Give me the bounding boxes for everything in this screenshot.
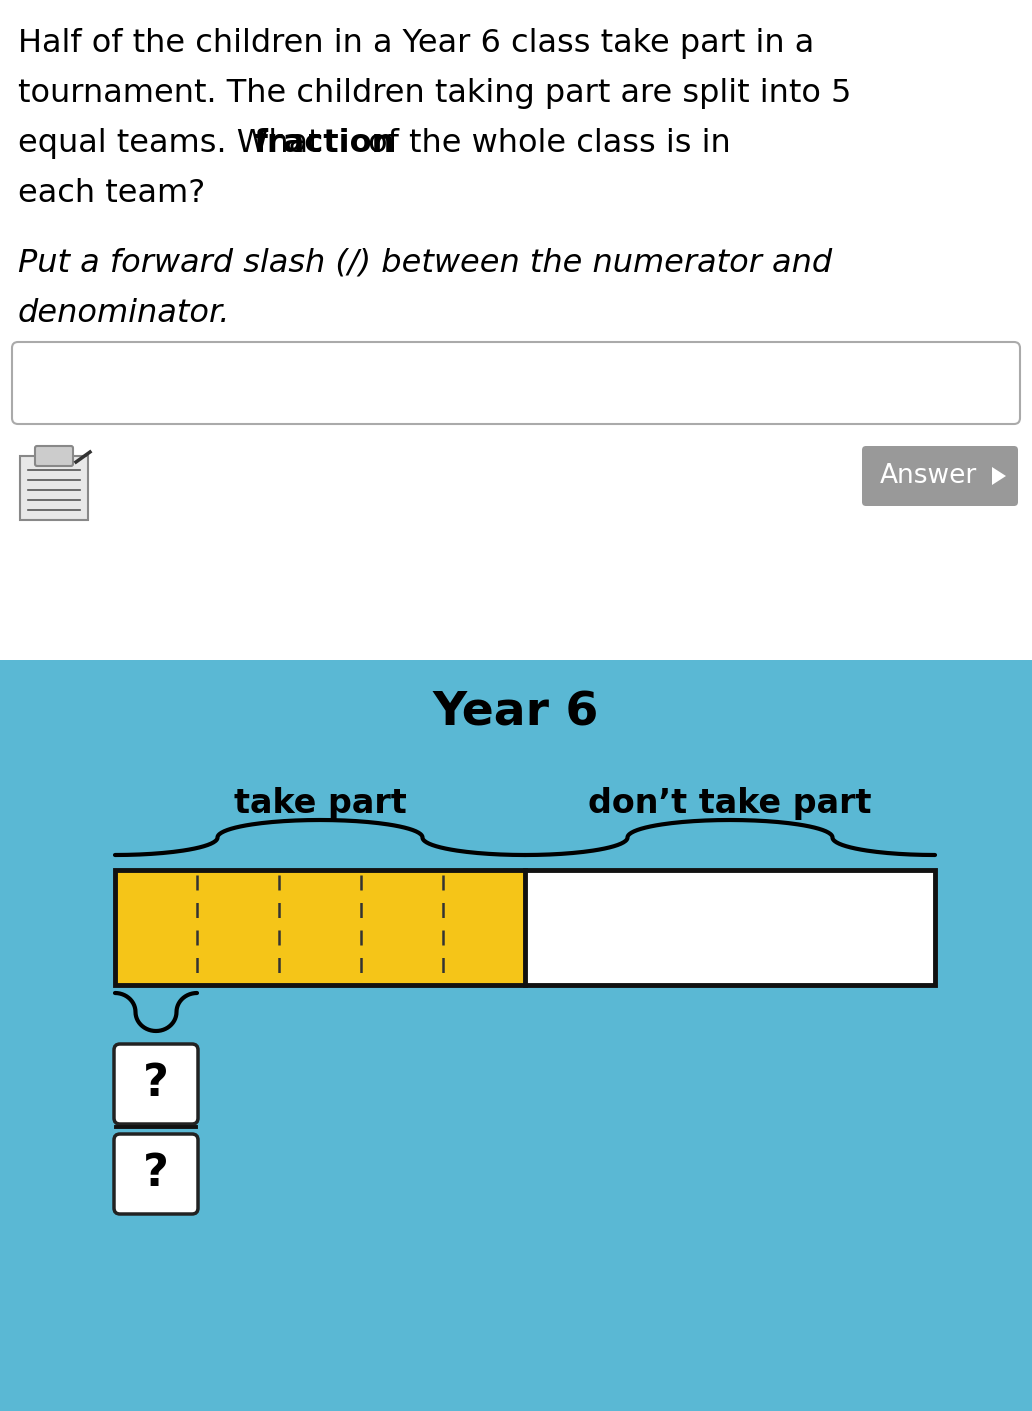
Text: take part: take part — [233, 787, 407, 820]
Bar — [115, 871, 525, 985]
Text: ?: ? — [143, 1062, 169, 1105]
FancyBboxPatch shape — [20, 456, 88, 521]
Text: of the whole class is in: of the whole class is in — [358, 128, 731, 159]
Text: ?: ? — [143, 1153, 169, 1195]
FancyBboxPatch shape — [862, 446, 1018, 507]
Text: equal teams. What: equal teams. What — [18, 128, 330, 159]
Polygon shape — [992, 467, 1006, 485]
Text: Put a forward slash (/) between the numerator and: Put a forward slash (/) between the nume… — [18, 248, 832, 279]
Text: Answer: Answer — [880, 463, 977, 490]
Bar — [115, 871, 935, 985]
FancyBboxPatch shape — [35, 446, 73, 466]
FancyBboxPatch shape — [114, 1044, 198, 1125]
Text: don’t take part: don’t take part — [588, 787, 872, 820]
Bar — [525, 871, 935, 985]
Text: Half of the children in a Year 6 class take part in a: Half of the children in a Year 6 class t… — [18, 28, 814, 59]
Text: each team?: each team? — [18, 178, 205, 209]
FancyBboxPatch shape — [12, 341, 1020, 423]
FancyBboxPatch shape — [114, 1134, 198, 1213]
Text: fraction: fraction — [253, 128, 394, 159]
Bar — [0, 660, 1032, 1411]
Text: denominator.: denominator. — [18, 298, 230, 329]
Text: tournament. The children taking part are split into 5: tournament. The children taking part are… — [18, 78, 851, 109]
Text: Year 6: Year 6 — [432, 690, 600, 735]
